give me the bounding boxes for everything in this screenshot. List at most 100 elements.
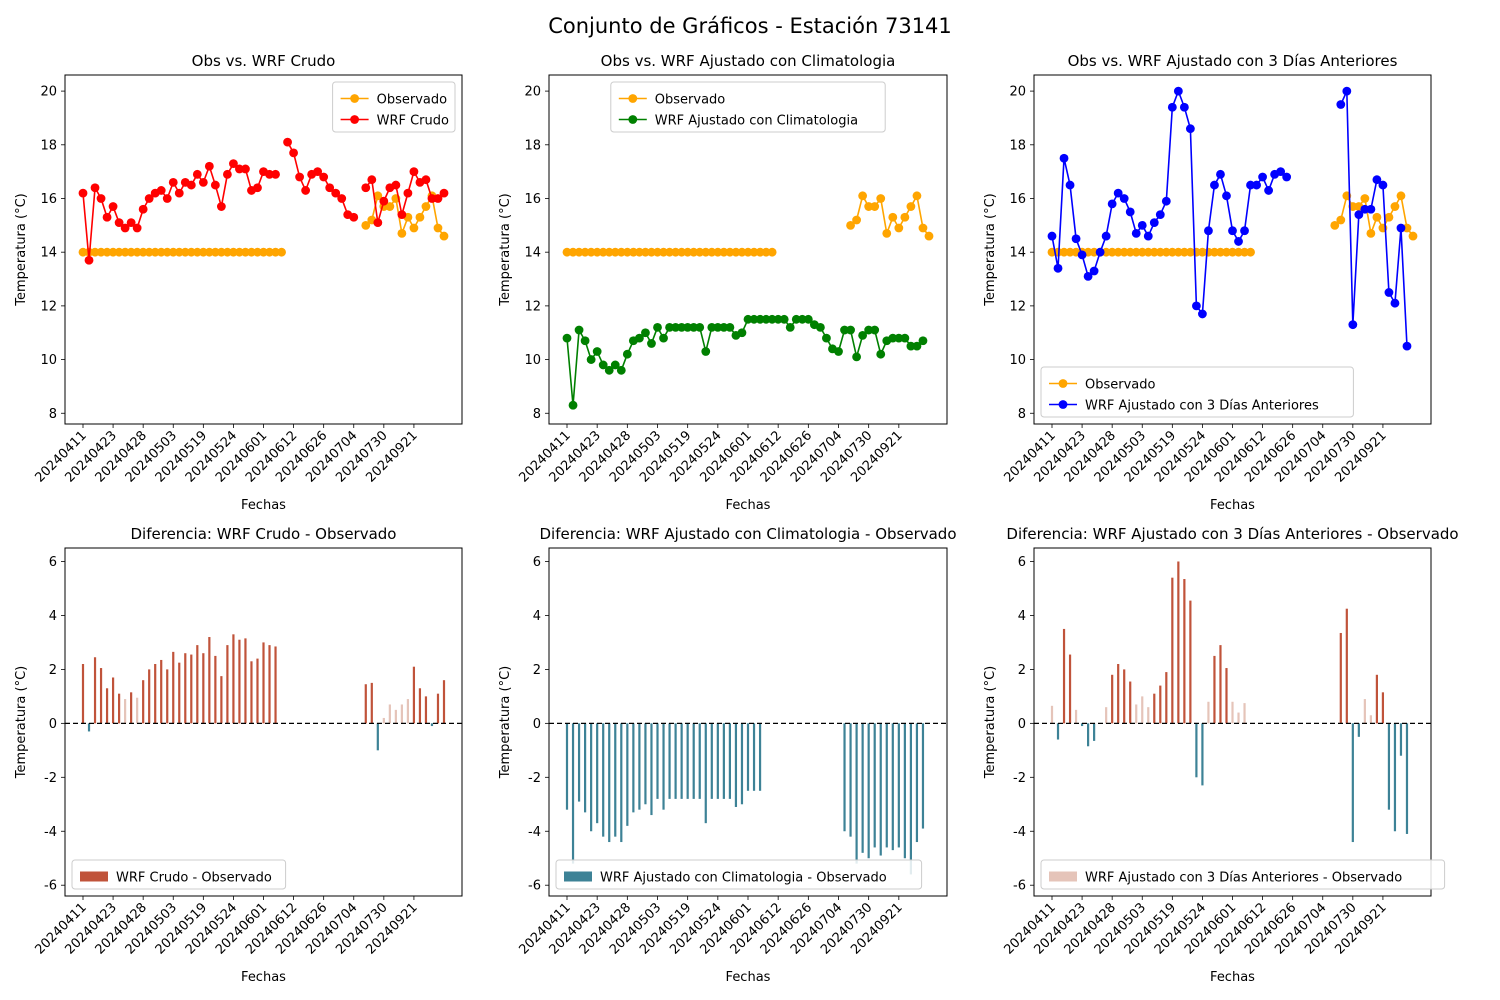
data-point xyxy=(870,325,880,335)
y-tick-label: 8 xyxy=(533,407,541,422)
data-point xyxy=(1198,309,1207,319)
bar xyxy=(256,658,259,724)
plot-area xyxy=(1034,561,1431,843)
axes-frame xyxy=(1033,74,1432,425)
bar xyxy=(412,666,416,724)
data-point xyxy=(604,247,614,257)
data-point xyxy=(1378,180,1388,190)
bar xyxy=(268,645,271,724)
data-point xyxy=(773,314,783,324)
bar xyxy=(430,723,434,727)
data-point xyxy=(283,137,292,147)
data-point xyxy=(90,183,100,193)
data-point xyxy=(132,247,142,257)
data-point xyxy=(647,247,656,257)
data-point xyxy=(1155,210,1165,220)
data-point xyxy=(604,365,614,375)
legend-label: Observado xyxy=(1085,378,1156,393)
data-point xyxy=(1222,191,1231,201)
bar xyxy=(370,682,373,724)
data-point xyxy=(701,347,711,356)
data-point xyxy=(713,322,723,332)
bar xyxy=(1087,723,1090,747)
data-point xyxy=(96,194,106,203)
data-point xyxy=(785,322,795,332)
data-point xyxy=(749,247,759,257)
data-point xyxy=(665,247,674,257)
series-line-2 xyxy=(1340,90,1408,347)
data-point xyxy=(114,247,124,257)
data-point xyxy=(1107,247,1117,257)
data-point xyxy=(767,314,777,324)
y-tick-label: -6 xyxy=(44,879,57,894)
subplot-3: Obs vs. WRF Ajustado con 3 Días Anterior… xyxy=(983,52,1432,513)
y-tick-label: -2 xyxy=(44,771,57,786)
legend: WRF Ajustado con 3 Días Anteriores - Obs… xyxy=(1040,859,1446,890)
data-point xyxy=(1210,180,1219,190)
bar xyxy=(1345,608,1348,724)
data-point xyxy=(439,231,449,241)
bar xyxy=(274,646,277,724)
data-point xyxy=(695,247,705,257)
axes-frame xyxy=(548,74,948,425)
data-point xyxy=(1216,169,1225,179)
bar xyxy=(1141,696,1144,724)
data-point xyxy=(737,247,747,257)
bar xyxy=(124,699,127,724)
data-point xyxy=(385,202,395,211)
plot-area xyxy=(78,137,449,265)
bar xyxy=(1393,723,1397,832)
data-point xyxy=(846,220,855,230)
subplot-title: Obs vs. WRF Ajustado con Climatologia xyxy=(601,52,896,70)
bar xyxy=(1201,723,1204,786)
data-point xyxy=(433,223,443,233)
bar xyxy=(1105,707,1108,724)
bar xyxy=(614,723,617,837)
data-point xyxy=(421,202,431,211)
bar xyxy=(632,723,635,813)
bar xyxy=(178,662,181,724)
y-tick-label: 6 xyxy=(49,555,57,570)
data-point xyxy=(665,322,674,332)
data-point xyxy=(695,322,705,332)
data-point xyxy=(635,333,644,343)
data-point xyxy=(900,333,910,343)
data-point xyxy=(616,247,626,257)
data-point xyxy=(677,322,687,332)
bar xyxy=(1117,664,1120,724)
data-point xyxy=(108,247,118,257)
bar xyxy=(861,723,864,853)
data-point xyxy=(367,175,377,185)
data-point xyxy=(816,322,825,332)
bar xyxy=(758,723,762,791)
data-point xyxy=(864,202,874,211)
bar xyxy=(746,723,750,791)
data-point xyxy=(653,322,662,332)
data-point xyxy=(1149,247,1159,257)
axes-frame xyxy=(64,547,463,897)
data-point xyxy=(574,247,584,257)
bar xyxy=(849,723,852,837)
data-point xyxy=(647,339,656,348)
data-point xyxy=(659,247,668,257)
data-point xyxy=(1119,247,1129,257)
bar xyxy=(686,723,689,799)
bar xyxy=(93,657,97,724)
data-point xyxy=(616,365,626,375)
data-point xyxy=(180,247,190,257)
bar xyxy=(1375,674,1378,724)
y-tick-label: 10 xyxy=(524,353,541,368)
data-point xyxy=(1246,180,1255,190)
data-point xyxy=(1065,247,1075,257)
y-tick-label: -6 xyxy=(1013,879,1026,894)
bar xyxy=(1080,723,1084,727)
data-point xyxy=(725,322,735,332)
bar xyxy=(608,723,611,843)
data-point xyxy=(822,333,831,343)
y-tick-label: 18 xyxy=(40,138,57,153)
data-point xyxy=(719,322,729,332)
data-point xyxy=(671,322,680,332)
legend: WRF Crudo - Observado xyxy=(71,859,287,890)
data-point xyxy=(156,186,166,195)
data-point xyxy=(719,247,729,257)
